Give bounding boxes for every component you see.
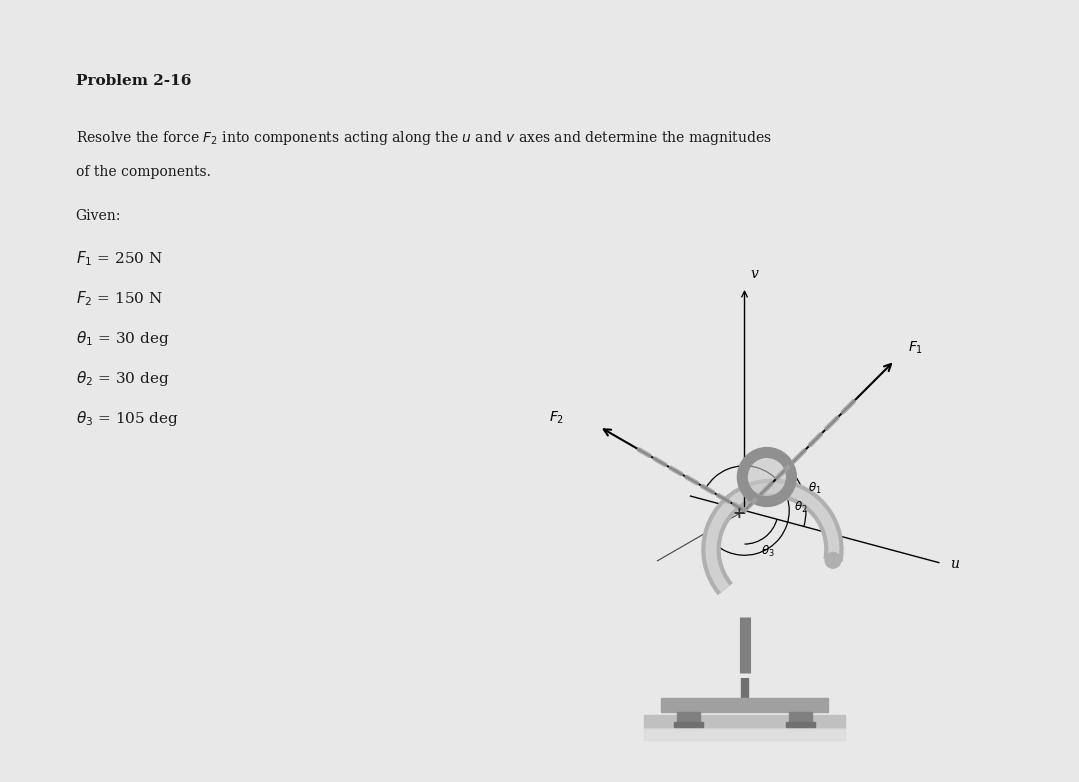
Text: $\theta_1$: $\theta_1$	[808, 481, 821, 496]
Bar	[674, 722, 704, 727]
Text: $\theta_2$: $\theta_2$	[793, 500, 807, 515]
Text: $F_2$: $F_2$	[549, 409, 564, 425]
Bar	[644, 729, 845, 740]
Text: $\theta_1$ = 30 deg: $\theta_1$ = 30 deg	[76, 329, 169, 348]
Text: Problem 2-16: Problem 2-16	[76, 74, 191, 88]
Text: Resolve the force $F_2$ into components acting along the $u$ and $v$ axes and de: Resolve the force $F_2$ into components …	[76, 129, 771, 147]
Text: $\theta_3$: $\theta_3$	[761, 544, 775, 559]
Bar	[644, 715, 845, 729]
Text: v: v	[750, 267, 757, 281]
Bar	[789, 712, 811, 723]
Text: $\theta_3$ = 105 deg: $\theta_3$ = 105 deg	[76, 409, 179, 428]
Text: $F_1$: $F_1$	[909, 339, 924, 356]
Text: Given:: Given:	[76, 209, 121, 223]
Bar	[786, 722, 815, 727]
Text: u: u	[950, 558, 959, 571]
Text: $\theta_2$ = 30 deg: $\theta_2$ = 30 deg	[76, 369, 169, 388]
Bar	[660, 698, 829, 712]
Bar	[678, 712, 700, 723]
Text: of the components.: of the components.	[76, 165, 210, 179]
Circle shape	[742, 453, 792, 501]
Text: +: +	[733, 507, 746, 522]
Text: $F_1$ = 250 N: $F_1$ = 250 N	[76, 249, 163, 267]
Circle shape	[825, 553, 841, 569]
Text: $F_2$ = 150 N: $F_2$ = 150 N	[76, 289, 163, 307]
